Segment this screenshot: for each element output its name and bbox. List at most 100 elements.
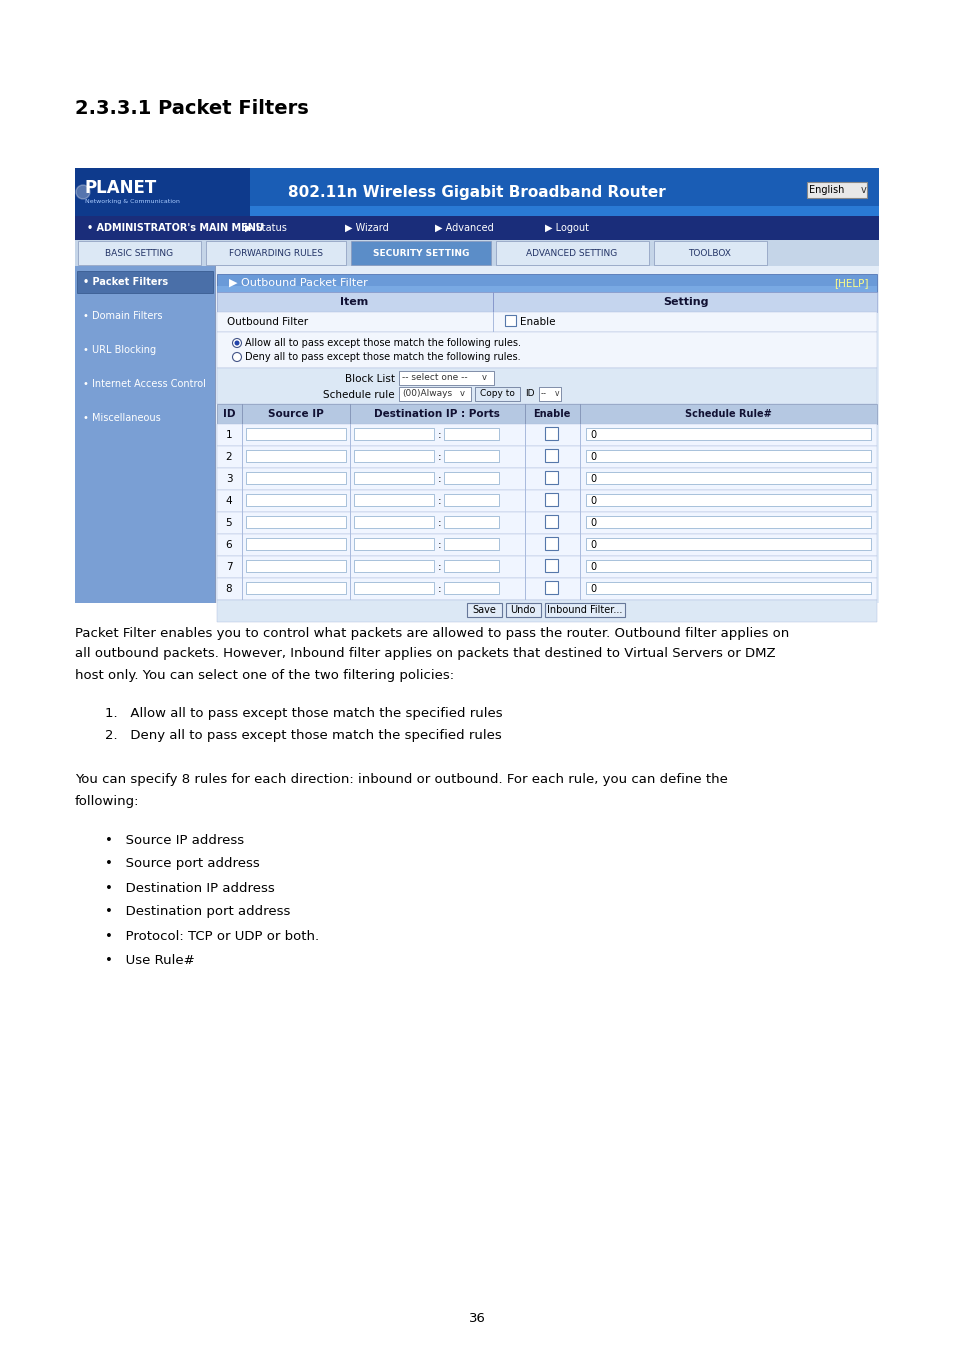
- Bar: [496, 242, 648, 265]
- Bar: [524, 468, 525, 490]
- Text: 0: 0: [589, 452, 596, 462]
- Bar: [585, 472, 870, 485]
- Text: :: :: [437, 562, 441, 572]
- Bar: [350, 468, 351, 490]
- Bar: [216, 369, 876, 404]
- Bar: [216, 424, 876, 446]
- Text: ID: ID: [524, 390, 534, 398]
- Bar: [75, 207, 878, 216]
- Bar: [524, 446, 525, 468]
- Bar: [216, 404, 876, 424]
- Text: 0: 0: [589, 474, 596, 485]
- Bar: [585, 450, 870, 462]
- Bar: [350, 404, 351, 424]
- Text: Allow all to pass except those match the following rules.: Allow all to pass except those match the…: [245, 338, 520, 348]
- Text: • Packet Filters: • Packet Filters: [83, 277, 168, 288]
- Text: Item: Item: [339, 297, 368, 306]
- Text: •   Destination port address: • Destination port address: [105, 906, 290, 918]
- Text: Copy to: Copy to: [479, 390, 514, 398]
- Text: -- select one --: -- select one --: [401, 374, 467, 382]
- Bar: [351, 242, 491, 265]
- Text: •   Destination IP address: • Destination IP address: [105, 882, 274, 895]
- Text: :: :: [437, 518, 441, 528]
- Text: TOOLBOX: TOOLBOX: [688, 248, 731, 258]
- Text: Setting: Setting: [662, 297, 708, 306]
- Bar: [246, 494, 346, 506]
- Bar: [544, 559, 558, 572]
- Bar: [75, 216, 878, 240]
- Bar: [216, 599, 876, 622]
- Text: •   Source port address: • Source port address: [105, 857, 259, 871]
- Bar: [493, 312, 494, 332]
- Bar: [443, 560, 498, 572]
- Text: host only. You can select one of the two filtering policies:: host only. You can select one of the two…: [75, 668, 454, 682]
- Bar: [524, 512, 525, 535]
- Bar: [354, 494, 434, 506]
- Bar: [544, 493, 558, 506]
- Bar: [579, 490, 580, 512]
- Text: :: :: [437, 540, 441, 549]
- Bar: [524, 578, 525, 599]
- Bar: [216, 292, 876, 312]
- Text: SECURITY SETTING: SECURITY SETTING: [373, 248, 469, 258]
- Text: (00)Always: (00)Always: [401, 390, 452, 398]
- Bar: [806, 182, 866, 198]
- Bar: [75, 167, 878, 216]
- Bar: [398, 371, 494, 385]
- Text: :: :: [437, 474, 441, 485]
- Bar: [354, 472, 434, 485]
- Text: 36: 36: [468, 1311, 485, 1324]
- Text: v: v: [861, 185, 866, 194]
- Circle shape: [233, 339, 241, 347]
- Bar: [350, 578, 351, 599]
- Bar: [544, 537, 558, 549]
- Bar: [544, 427, 558, 440]
- Bar: [350, 424, 351, 446]
- Text: •   Source IP address: • Source IP address: [105, 833, 244, 846]
- Bar: [354, 560, 434, 572]
- Bar: [216, 512, 876, 535]
- Bar: [350, 490, 351, 512]
- Text: 4: 4: [226, 495, 233, 506]
- Bar: [524, 424, 525, 446]
- Bar: [75, 167, 878, 603]
- Text: 6: 6: [226, 540, 233, 549]
- Text: ▶ Status: ▶ Status: [245, 223, 287, 234]
- Text: Deny all to pass except those match the following rules.: Deny all to pass except those match the …: [245, 352, 520, 362]
- Bar: [216, 286, 876, 292]
- Text: 0: 0: [589, 431, 596, 440]
- Text: You can specify 8 rules for each direction: inbound or outbound. For each rule, : You can specify 8 rules for each directi…: [75, 774, 727, 787]
- Bar: [350, 512, 351, 535]
- Bar: [579, 556, 580, 578]
- Text: 0: 0: [589, 585, 596, 594]
- Bar: [585, 582, 870, 594]
- Text: Enable: Enable: [519, 317, 555, 327]
- Text: Packet Filter enables you to control what packets are allowed to pass the router: Packet Filter enables you to control wha…: [75, 626, 788, 640]
- Bar: [524, 556, 525, 578]
- Text: Schedule rule: Schedule rule: [323, 390, 395, 400]
- Text: ▶ Wizard: ▶ Wizard: [345, 223, 388, 234]
- Text: following:: following:: [75, 795, 139, 807]
- Bar: [216, 332, 876, 369]
- Bar: [75, 266, 214, 603]
- Text: ▶ Advanced: ▶ Advanced: [435, 223, 494, 234]
- Bar: [443, 582, 498, 594]
- Bar: [443, 428, 498, 440]
- Text: [HELP]: [HELP]: [833, 278, 867, 288]
- Text: • Miscellaneous: • Miscellaneous: [83, 413, 161, 423]
- Bar: [354, 450, 434, 462]
- Bar: [475, 387, 519, 401]
- Text: BASIC SETTING: BASIC SETTING: [105, 248, 172, 258]
- Bar: [214, 266, 878, 603]
- Bar: [242, 490, 243, 512]
- Text: 802.11n Wireless Gigabit Broadband Router: 802.11n Wireless Gigabit Broadband Route…: [288, 185, 665, 200]
- Bar: [242, 404, 243, 424]
- Bar: [467, 603, 501, 617]
- Bar: [354, 582, 434, 594]
- Text: Outbound Filter: Outbound Filter: [227, 317, 308, 327]
- Bar: [242, 446, 243, 468]
- Bar: [524, 490, 525, 512]
- Bar: [443, 516, 498, 528]
- Bar: [654, 242, 766, 265]
- Bar: [524, 404, 525, 424]
